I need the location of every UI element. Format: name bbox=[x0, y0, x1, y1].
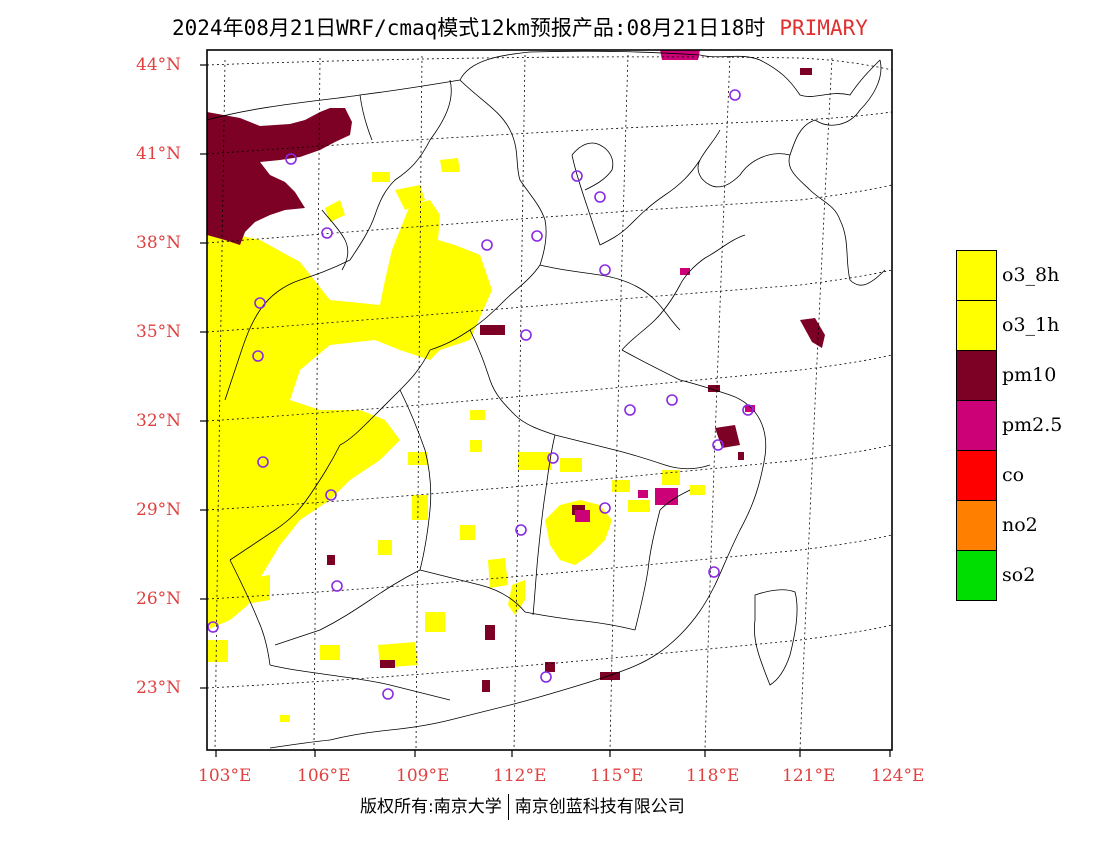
legend-swatch bbox=[956, 550, 997, 601]
title-tag: PRIMARY bbox=[779, 16, 868, 40]
lat-label-41n: 41°N bbox=[136, 144, 182, 164]
lon-label-124e: 124°E bbox=[871, 766, 925, 786]
legend-swatch bbox=[956, 300, 997, 351]
lon-label-121e: 121°E bbox=[782, 766, 836, 786]
lat-label-44n: 44°N bbox=[136, 55, 182, 75]
lon-label-115e: 115°E bbox=[590, 766, 644, 786]
legend-label: no2 bbox=[1002, 514, 1038, 536]
map-area bbox=[207, 50, 892, 750]
legend-swatch bbox=[956, 500, 997, 551]
axis-ticks bbox=[200, 64, 891, 757]
lat-label-29n: 29°N bbox=[136, 500, 182, 520]
boundaries bbox=[207, 50, 886, 749]
legend-label: pm10 bbox=[1002, 364, 1057, 386]
legend-label: o3_8h bbox=[1002, 264, 1060, 286]
station-markers bbox=[207, 89, 754, 700]
ozone-regions bbox=[207, 158, 705, 722]
lat-label-23n: 23°N bbox=[136, 678, 182, 698]
lat-label-35n: 35°N bbox=[136, 322, 182, 342]
title-text: 2024年08月21日WRF/cmaq模式12km预报产品:08月21日18时 bbox=[172, 16, 766, 40]
footer-divider bbox=[507, 794, 509, 820]
legend-label: o3_1h bbox=[1002, 314, 1060, 336]
lat-label-38n: 38°N bbox=[136, 233, 182, 253]
legend-label: pm2.5 bbox=[1002, 414, 1063, 436]
lon-label-118e: 118°E bbox=[686, 766, 740, 786]
lat-label-32n: 32°N bbox=[136, 411, 182, 431]
copyright-right: 南京创蓝科技有限公司 bbox=[514, 797, 685, 817]
lon-label-109e: 109°E bbox=[396, 766, 450, 786]
map-title: 2024年08月21日WRF/cmaq模式12km预报产品:08月21日18时 P… bbox=[172, 12, 868, 42]
lat-label-26n: 26°N bbox=[136, 589, 182, 609]
legend-swatch bbox=[956, 450, 997, 501]
lon-label-106e: 106°E bbox=[297, 766, 351, 786]
legend-label: co bbox=[1002, 464, 1025, 486]
copyright-footer: 版权所有:南京大学 南京创蓝科技有限公司 bbox=[360, 792, 685, 820]
lon-label-112e: 112°E bbox=[493, 766, 547, 786]
legend-swatch bbox=[956, 350, 997, 401]
legend-swatch bbox=[956, 250, 997, 301]
graticule bbox=[207, 54, 892, 750]
copyright-left: 版权所有:南京大学 bbox=[360, 797, 502, 817]
map-frame bbox=[206, 49, 893, 751]
pm25-regions bbox=[575, 50, 755, 522]
lon-label-103e: 103°E bbox=[198, 766, 252, 786]
legend-label: so2 bbox=[1002, 564, 1036, 586]
legend-swatch bbox=[956, 400, 997, 451]
